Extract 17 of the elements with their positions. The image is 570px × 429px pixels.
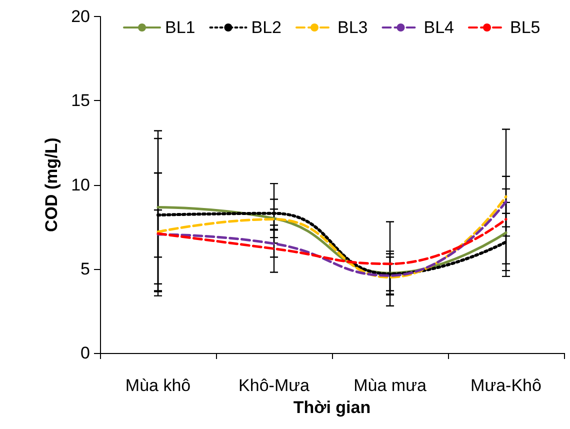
y-tick-label: 0 <box>80 344 90 362</box>
line-series <box>156 218 508 266</box>
legend-label: BL1 <box>165 18 196 37</box>
x-axis-title: Thời gian <box>293 398 371 417</box>
x-tick-label: Khô-Mưa <box>238 376 310 395</box>
legend-label: BL3 <box>337 18 368 37</box>
y-tick-label: 20 <box>71 7 90 26</box>
y-axis-title: COD (mg/L) <box>42 138 62 232</box>
x-tick-label: Mưa-Khô <box>470 376 542 395</box>
y-tick-label: 15 <box>71 91 90 110</box>
y-tick-label: 5 <box>80 259 90 278</box>
legend-label: BL2 <box>251 18 282 37</box>
legend-label: BL4 <box>424 18 454 37</box>
legend-label: BL5 <box>510 18 540 37</box>
x-tick-label: Mùa khô <box>125 376 191 395</box>
y-tick-label: 10 <box>71 175 90 194</box>
x-tick-label: Mùa mưa <box>354 376 427 395</box>
